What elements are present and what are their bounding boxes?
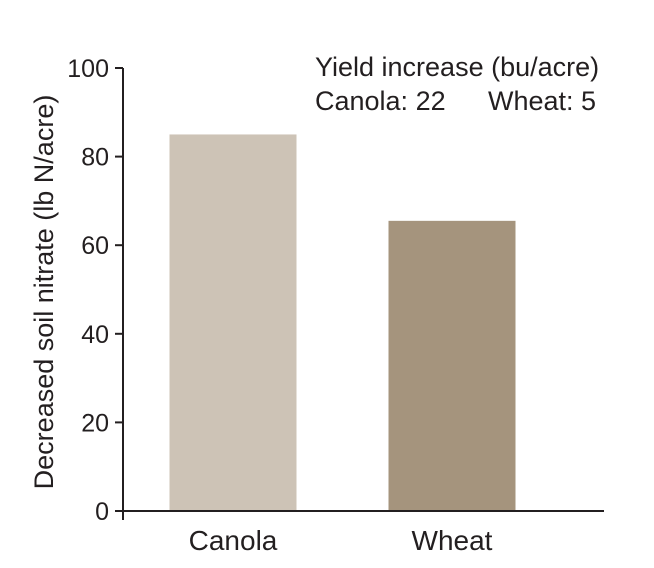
annotation-wheat: Wheat: 5 (488, 86, 596, 116)
bars-group (169, 134, 516, 511)
annotation-title: Yield increase (bu/acre) (315, 52, 599, 82)
x-category-label: Canola (189, 525, 278, 556)
y-tick-label: 60 (81, 232, 109, 260)
annotation-canola: Canola: 22 (315, 86, 446, 116)
bar-wheat (388, 220, 516, 511)
y-ticks-group: 0 20 40 60 80 100 (67, 55, 123, 526)
y-tick-label: 0 (95, 498, 109, 526)
y-tick-label: 80 (81, 144, 109, 172)
y-tick-label: 40 (81, 321, 109, 349)
y-tick-label: 100 (67, 55, 109, 83)
x-ticks-group: Canola Wheat (189, 525, 493, 556)
axes-group (115, 68, 604, 520)
bar-canola (169, 134, 297, 511)
y-axis-title: Decreased soil nitrate (lb N/acre) (29, 95, 59, 490)
x-category-label: Wheat (412, 525, 493, 556)
y-tick-label: 20 (81, 409, 109, 437)
yield-annotation: Yield increase (bu/acre) Canola: 22 Whea… (315, 52, 599, 116)
